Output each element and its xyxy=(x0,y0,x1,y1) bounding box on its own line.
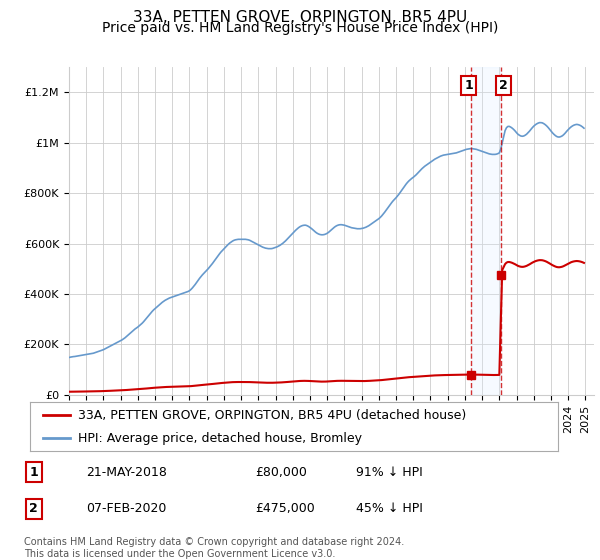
Text: 33A, PETTEN GROVE, ORPINGTON, BR5 4PU: 33A, PETTEN GROVE, ORPINGTON, BR5 4PU xyxy=(133,10,467,25)
Text: Price paid vs. HM Land Registry's House Price Index (HPI): Price paid vs. HM Land Registry's House … xyxy=(102,21,498,35)
Text: 33A, PETTEN GROVE, ORPINGTON, BR5 4PU (detached house): 33A, PETTEN GROVE, ORPINGTON, BR5 4PU (d… xyxy=(77,409,466,422)
Text: Contains HM Land Registry data © Crown copyright and database right 2024.
This d: Contains HM Land Registry data © Crown c… xyxy=(24,537,404,559)
Text: £475,000: £475,000 xyxy=(255,502,314,515)
Text: 1: 1 xyxy=(464,79,473,92)
Text: £80,000: £80,000 xyxy=(255,466,307,479)
Text: 91% ↓ HPI: 91% ↓ HPI xyxy=(356,466,423,479)
Text: 1: 1 xyxy=(29,466,38,479)
Text: HPI: Average price, detached house, Bromley: HPI: Average price, detached house, Brom… xyxy=(77,432,362,445)
Text: 07-FEB-2020: 07-FEB-2020 xyxy=(86,502,166,515)
Bar xyxy=(472,67,501,395)
Text: 2: 2 xyxy=(499,79,508,92)
Text: 2: 2 xyxy=(29,502,38,515)
Text: 21-MAY-2018: 21-MAY-2018 xyxy=(86,466,167,479)
Text: 45% ↓ HPI: 45% ↓ HPI xyxy=(356,502,423,515)
